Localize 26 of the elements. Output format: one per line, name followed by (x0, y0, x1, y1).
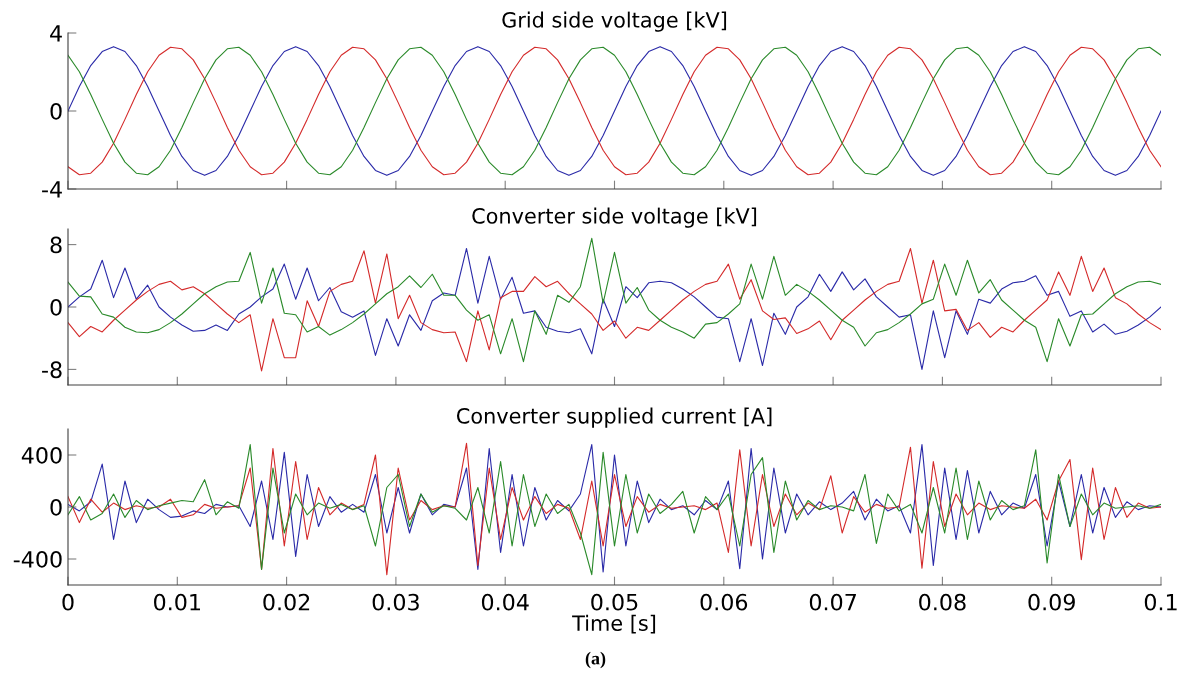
line-series (68, 46, 1161, 176)
x-tick-label: 0.01 (154, 593, 200, 611)
x-tick-label: 0 (62, 593, 74, 611)
x-tick-label: 0.1 (1144, 593, 1177, 611)
y-tick-label: 0 (50, 102, 62, 120)
text: (a) (585, 651, 606, 669)
x-tick-label: 0.03 (372, 593, 419, 611)
x-tick-label: 0.02 (263, 593, 310, 611)
y-tick-label: -4 (42, 181, 62, 198)
y-tick-label: 0 (50, 298, 62, 316)
x-tick-label: 0.04 (481, 593, 529, 611)
y-tick-label: 400 (21, 446, 62, 464)
y-tick-label: 0 (50, 498, 62, 516)
chart-title: Grid side voltage [kV] (502, 11, 727, 32)
y-tick-label: -8 (42, 361, 62, 379)
y-tick-label: 8 (50, 236, 62, 254)
chart-title: Converter side voltage [kV] (472, 207, 757, 228)
x-axis-title: Time [s] (572, 614, 656, 634)
x-tick-label: 0.08 (919, 593, 966, 611)
y-tick-label: -400 (13, 550, 62, 568)
chart-title: Converter supplied current [A] (456, 407, 772, 428)
y-tick-label: 4 (50, 25, 62, 42)
x-tick-label: 0.06 (700, 593, 748, 611)
x-tick-label: 0.07 (809, 593, 856, 611)
x-tick-label: 0.09 (1028, 593, 1075, 611)
x-tick-label: 0.05 (591, 593, 638, 611)
